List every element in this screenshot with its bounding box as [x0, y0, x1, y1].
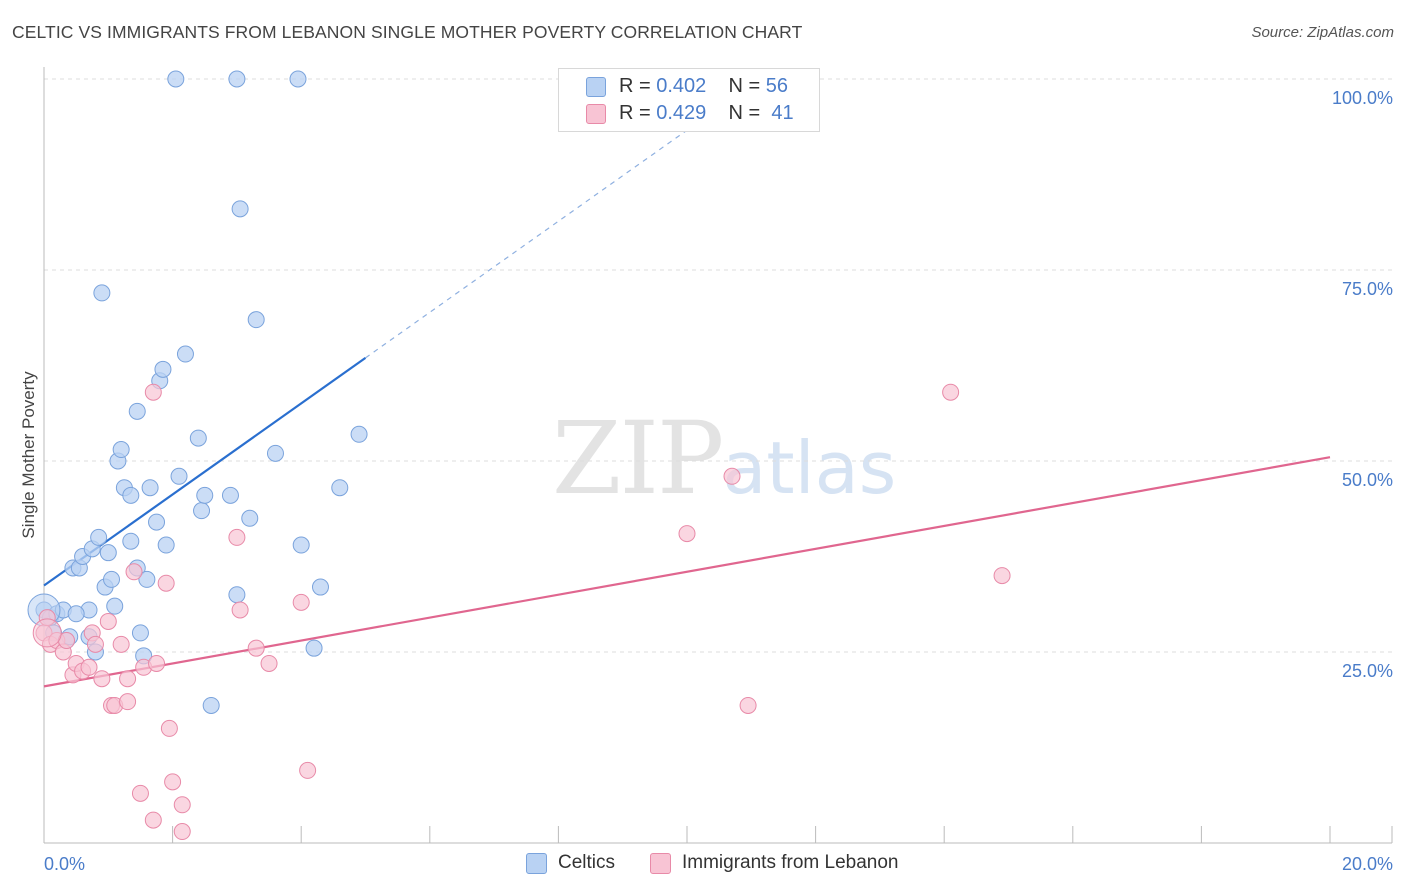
celtics-point [93, 284, 111, 302]
celtics-point [157, 536, 175, 554]
celtics-point [90, 528, 108, 546]
celtics-point [289, 70, 307, 88]
lebanon-swatch [650, 853, 671, 874]
celtics-swatch [526, 853, 547, 874]
legend-n-value: 56 [765, 75, 789, 97]
lebanon-point [292, 593, 310, 611]
lebanon-point [144, 383, 162, 401]
watermark-atlas: atlas [722, 426, 897, 510]
legend-n-label: N = [728, 102, 761, 124]
lebanon-point [173, 796, 191, 814]
watermark-zip: ZIP [552, 400, 724, 517]
lebanon-point [231, 601, 249, 619]
lebanon-point [99, 612, 117, 630]
y-tick-label: 75.0% [1342, 279, 1393, 299]
y-tick-label: 50.0% [1342, 470, 1393, 490]
celtics-trend-extension [365, 102, 726, 359]
celtics-point [241, 509, 259, 527]
lebanon-point [119, 670, 137, 688]
lebanon-point [260, 654, 278, 672]
x-tick-label: 20.0% [1342, 854, 1393, 874]
celtics-point [131, 624, 149, 642]
lebanon-point [678, 525, 696, 543]
lebanon-point [228, 528, 246, 546]
lebanon-point [247, 639, 265, 657]
celtics-point [170, 467, 188, 485]
legend-r-label: R = [619, 75, 651, 97]
y-tick-label: 100.0% [1332, 88, 1393, 108]
celtics-point [103, 570, 121, 588]
celtics-point [266, 444, 284, 462]
celtics-point [128, 402, 146, 420]
celtics-point [292, 536, 310, 554]
celtics-point [350, 425, 368, 443]
legend-n-value: 41 [771, 102, 794, 124]
axes [43, 67, 1393, 844]
lebanon-point [93, 670, 111, 688]
lebanon-point [125, 563, 143, 581]
lebanon-point [299, 761, 317, 779]
celtics-point [193, 502, 211, 520]
y-tick-label: 25.0% [1342, 661, 1393, 681]
lebanon-point [942, 383, 960, 401]
celtics-point [106, 597, 124, 615]
celtics-point [228, 586, 246, 604]
celtics-point [112, 441, 130, 459]
y-axis-title: Single Mother Poverty [19, 371, 38, 539]
celtics-point [138, 570, 156, 588]
celtics-point [189, 429, 207, 447]
lebanon-point [993, 567, 1011, 585]
celtics-point [221, 486, 239, 504]
celtics-point [122, 532, 140, 550]
legend-r-label: R = [619, 102, 651, 124]
celtics-point [247, 311, 265, 329]
celtics-point [122, 486, 140, 504]
watermark: ZIPatlas [552, 400, 896, 517]
legend-r-value: 0.429 [656, 102, 707, 124]
celtics-swatch [586, 77, 606, 97]
lebanon-point [173, 823, 191, 841]
lebanon-point [164, 773, 182, 791]
lebanon-points [32, 383, 1011, 841]
legend-r-value: 0.402 [656, 75, 707, 97]
lebanon-point [723, 467, 741, 485]
lebanon-point [86, 635, 104, 653]
lebanon-point [148, 654, 166, 672]
lebanon-point [160, 719, 178, 737]
tick-labels: 25.0% 50.0% 75.0% 100.0% 0.0% 20.0% [44, 88, 1393, 874]
legend-n-label: N = [728, 75, 761, 97]
lebanon-swatch [586, 104, 606, 124]
lebanon-point [131, 784, 149, 802]
lebanon-point [119, 693, 137, 711]
celtics-point [154, 360, 172, 378]
celtics-point [228, 70, 246, 88]
celtics-point [148, 513, 166, 531]
celtics-point [141, 479, 159, 497]
celtics-point [331, 479, 349, 497]
chart-title: CELTIC VS IMMIGRANTS FROM LEBANON SINGLE… [12, 22, 803, 42]
celtics-point [311, 578, 329, 596]
celtics-point [196, 486, 214, 504]
celtics-point [202, 696, 220, 714]
stats-legend: R = 0.402 N = 56 R = 0.429 N = 41 [558, 68, 820, 132]
celtics-point [305, 639, 323, 657]
celtics-point [231, 200, 249, 218]
celtics-point [99, 544, 117, 562]
lebanon-label: Immigrants from Lebanon [682, 852, 899, 873]
source-label: Source: ZipAtlas.com [1251, 24, 1394, 41]
lebanon-point [144, 811, 162, 829]
celtics-point [67, 605, 85, 623]
lebanon-point [739, 696, 757, 714]
celtics-label: Celtics [558, 852, 616, 873]
lebanon-point [112, 635, 130, 653]
celtics-point [176, 345, 194, 363]
lebanon-point [157, 574, 175, 592]
x-tick-label: 0.0% [44, 854, 85, 874]
celtics-point [167, 70, 185, 88]
lebanon-point [80, 658, 98, 676]
lebanon-point [32, 618, 62, 648]
